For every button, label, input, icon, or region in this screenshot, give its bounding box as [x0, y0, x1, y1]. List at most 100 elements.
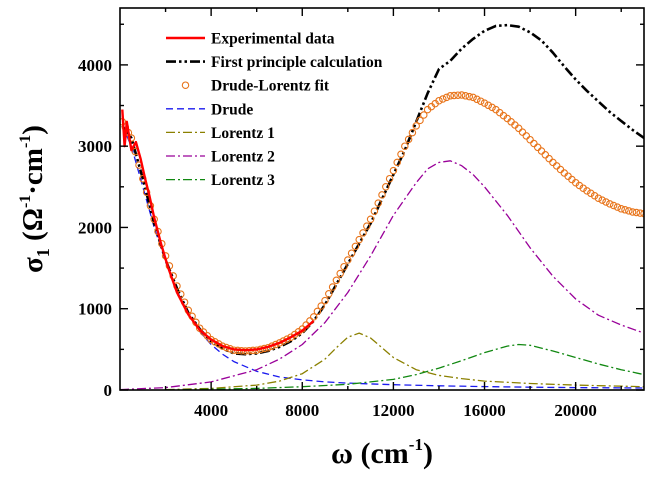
legend: Experimental data First principle calcula…	[166, 31, 383, 189]
fit-marker	[370, 207, 379, 215]
fit-marker	[541, 151, 550, 159]
fit-marker	[363, 222, 371, 230]
fit-marker	[412, 122, 420, 130]
legend-item-drude: Drude	[166, 101, 253, 118]
fit-marker	[435, 96, 443, 105]
legend-swatch	[181, 81, 190, 89]
fit-marker	[442, 93, 451, 102]
fit-marker	[628, 208, 637, 216]
fit-marker	[199, 328, 208, 336]
fit-marker	[488, 103, 496, 112]
fit-marker	[514, 124, 523, 133]
x-tick-label: 20000	[554, 401, 597, 420]
fit-marker	[552, 162, 561, 170]
x-tick-label: 4000	[194, 401, 228, 420]
series-first-principle-calculation-line	[121, 23, 644, 356]
y-axis-unit-open: (Ω	[17, 208, 49, 248]
fit-marker	[347, 249, 356, 257]
y-axis-symbol-sub: 1	[33, 248, 53, 257]
fit-marker	[526, 135, 534, 144]
legend-label: Experimental data	[211, 31, 335, 48]
series-layer	[120, 23, 644, 390]
y-axis-unit-cm: ·cm	[17, 148, 49, 195]
fit-marker	[621, 206, 629, 214]
fit-marker	[518, 128, 527, 136]
fit-marker	[283, 335, 291, 343]
series-drude-line	[121, 125, 644, 389]
fit-marker	[632, 208, 641, 217]
fit-marker	[389, 166, 398, 175]
fit-marker	[602, 198, 610, 206]
series-drude-lorentz-fit	[120, 91, 644, 355]
y-tick-label: 4000	[78, 56, 112, 75]
legend-item-experimental-data: Experimental data	[166, 31, 335, 48]
fit-marker	[355, 235, 363, 244]
fit-marker	[404, 135, 413, 144]
fit-marker	[461, 92, 470, 100]
fit-marker	[556, 165, 565, 174]
x-axis-symbol: ω	[331, 437, 353, 470]
fit-marker	[325, 290, 333, 298]
y-tick-label: 0	[104, 381, 113, 400]
fit-marker	[309, 313, 318, 321]
y-tick-label: 3000	[78, 137, 112, 156]
fit-marker	[583, 187, 591, 195]
fit-marker	[457, 91, 466, 99]
tick-layer: 4000 8000 12000 16000 20000 0 1000 2000 3000 4000	[78, 8, 644, 420]
fit-marker	[606, 200, 614, 208]
fit-marker	[382, 183, 390, 191]
y-tick-label: 2000	[78, 218, 112, 237]
fit-marker	[617, 205, 625, 213]
fit-marker	[344, 256, 352, 264]
fit-marker	[385, 174, 394, 183]
fit-marker	[473, 95, 481, 104]
fit-marker	[340, 262, 348, 271]
x-tick-label: 8000	[285, 401, 319, 420]
fit-marker	[420, 111, 428, 119]
legend-label: Lorentz 1	[211, 125, 275, 142]
fit-marker	[351, 242, 360, 251]
fit-marker	[446, 92, 455, 100]
fit-marker	[530, 139, 538, 148]
fit-marker	[279, 337, 288, 345]
fit-marker	[214, 340, 223, 348]
fit-marker	[480, 99, 489, 107]
fit-marker	[476, 97, 485, 105]
fit-marker	[465, 92, 474, 101]
fit-marker	[401, 142, 409, 150]
fit-marker	[374, 199, 382, 207]
fit-marker	[317, 302, 325, 310]
fit-marker	[397, 150, 405, 159]
fit-marker	[313, 307, 322, 316]
plot-frame	[119, 7, 645, 391]
fit-marker	[328, 283, 337, 291]
fit-marker	[439, 95, 447, 103]
series-lorentz-1-line	[165, 332, 644, 390]
fit-marker	[594, 194, 603, 202]
fit-marker	[378, 191, 386, 199]
fit-marker	[454, 91, 462, 99]
fit-marker	[359, 229, 367, 237]
fit-marker	[211, 338, 219, 346]
x-axis-unit-sup: -1	[409, 435, 423, 454]
fit-marker	[545, 154, 553, 163]
y-axis-symbol: σ	[17, 257, 49, 273]
series-lorentz-3-line	[165, 343, 644, 390]
series-experimental-data-line	[121, 109, 315, 352]
legend-item-lorentz-3: Lorentz 3	[166, 172, 275, 189]
fit-marker	[469, 93, 477, 102]
fit-marker	[207, 335, 215, 344]
fit-marker	[533, 143, 542, 152]
fit-marker	[587, 189, 595, 198]
x-axis-unit-close: )	[423, 437, 433, 470]
fit-marker	[549, 158, 557, 167]
y-tick-label: 1000	[78, 300, 112, 319]
fit-marker	[484, 101, 493, 110]
legend-label: Lorentz 3	[211, 172, 275, 189]
fit-marker	[598, 196, 606, 204]
legend-label: Lorentz 2	[211, 149, 275, 166]
fit-marker	[366, 215, 375, 224]
legend-item-first-principle-calculation: First principle calculation	[166, 54, 383, 71]
y-axis-unit-sup1: -1	[17, 195, 34, 208]
